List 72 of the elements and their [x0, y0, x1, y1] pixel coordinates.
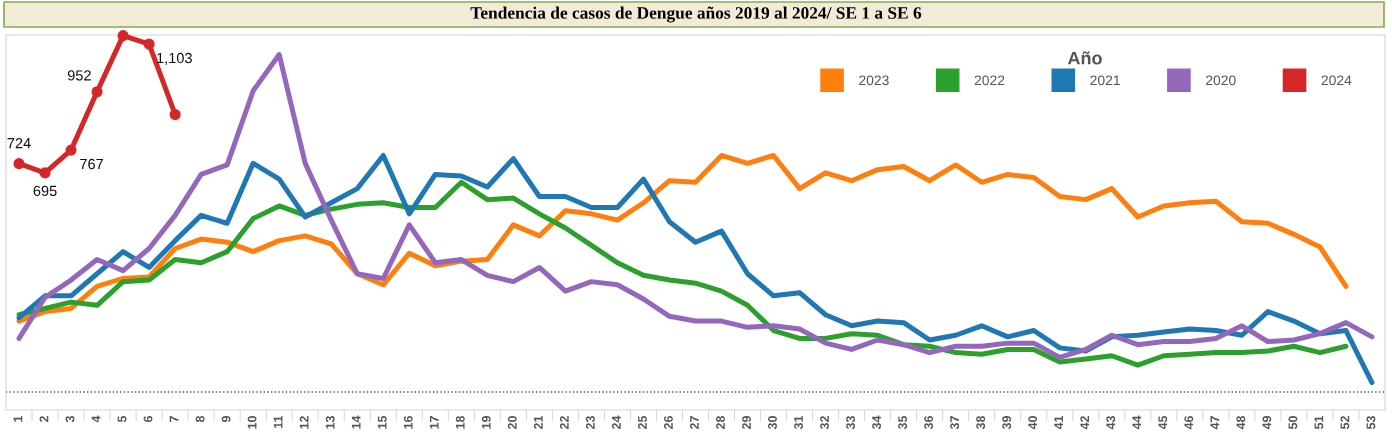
- x-tick-label: 53: [1366, 416, 1376, 430]
- x-tick-label: 22: [559, 416, 569, 430]
- chart-title: Tendencia de casos de Dengue años 2019 al 2024/ SE 1 a SE 6: [470, 6, 922, 23]
- x-tick-label: 17: [429, 416, 439, 429]
- x-tick-label: 15: [377, 415, 387, 429]
- x-tick-label: 31: [794, 415, 803, 430]
- legend-label: 2023: [859, 75, 889, 86]
- x-tick-label: 34: [872, 415, 882, 430]
- point: [39, 167, 51, 179]
- x-tick-label: 14: [351, 415, 361, 429]
- x-tick-label: 18: [455, 415, 465, 429]
- x-tick-label: 28: [716, 415, 725, 430]
- x-tick-label: 49: [1262, 416, 1272, 430]
- legend-title: Año: [1067, 51, 1102, 65]
- x-tick-label: 19: [481, 416, 491, 429]
- x-tick-label: 6: [143, 416, 153, 423]
- x-tick-label: 41: [1054, 415, 1063, 430]
- x-tick-label: 27: [690, 416, 699, 430]
- x-tick-label: 3: [65, 416, 75, 423]
- x-tick-label: 7: [169, 416, 179, 422]
- data-label: 724: [7, 137, 31, 149]
- x-tick-label: 2: [39, 416, 49, 423]
- x-tick-label: 42: [1080, 416, 1090, 430]
- point: [169, 108, 181, 121]
- data-label: 695: [33, 185, 57, 197]
- x-tick-label: 44: [1132, 415, 1142, 430]
- x-tick-label: 36: [924, 416, 934, 430]
- x-tick-label: 50: [1288, 416, 1298, 430]
- x-tick-label: 43: [1106, 416, 1116, 430]
- x-tick-label: 5: [117, 415, 127, 423]
- x-tick-label: 16: [403, 416, 413, 429]
- point: [117, 30, 129, 42]
- x-tick-label: 46: [1184, 416, 1194, 430]
- x-tick-label: 47: [1210, 416, 1220, 430]
- x-tick-label: 37: [950, 416, 960, 430]
- x-tick-label: 32: [820, 416, 829, 430]
- point: [13, 158, 25, 170]
- x-tick-label: 25: [637, 415, 647, 430]
- x-tick-label: 33: [846, 416, 855, 430]
- x-tick-label: 35: [898, 415, 908, 430]
- data-label: 1,103: [157, 52, 192, 65]
- x-tick-label: 13: [325, 416, 335, 429]
- x-tick-label: 45: [1158, 415, 1168, 430]
- x-tick-label: 4: [91, 415, 101, 423]
- x-tick-label: 12: [299, 416, 309, 429]
- legend-label: 2020: [1206, 75, 1236, 86]
- x-tick-label: 40: [1028, 416, 1038, 430]
- x-tick-label: 51: [1314, 415, 1324, 430]
- legend-label: 2021: [1090, 75, 1120, 86]
- x-tick-label: 39: [1002, 416, 1012, 430]
- x-tick-label: 11: [273, 415, 283, 428]
- x-tick-label: 20: [507, 416, 517, 430]
- x-tick-label: 10: [247, 416, 257, 429]
- x-tick-label: 9: [221, 416, 231, 423]
- x-tick-label: 48: [1236, 415, 1246, 430]
- point: [143, 38, 155, 50]
- legend-label: 2022: [974, 75, 1005, 86]
- x-tick-label: 8: [195, 415, 205, 423]
- data-label: 767: [80, 158, 103, 170]
- point: [91, 86, 103, 98]
- x-tick-label: 24: [611, 415, 621, 430]
- x-tick-label: 1: [13, 415, 23, 422]
- x-tick-label: 26: [663, 416, 673, 430]
- x-tick-label: 21: [533, 415, 543, 430]
- point: [65, 144, 77, 156]
- x-tick-label: 38: [976, 415, 986, 430]
- x-tick-label: 29: [742, 416, 751, 430]
- data-label: 952: [67, 70, 91, 81]
- x-tick-label: 23: [585, 416, 595, 430]
- x-tick-label: 30: [768, 416, 777, 430]
- x-tick-label: 52: [1340, 416, 1350, 430]
- legend-label: 2024: [1321, 75, 1352, 86]
